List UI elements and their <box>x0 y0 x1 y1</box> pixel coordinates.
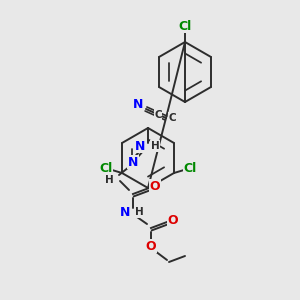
Text: H: H <box>105 175 113 185</box>
Text: O: O <box>168 214 178 226</box>
Text: Cl: Cl <box>99 163 112 176</box>
Text: N: N <box>135 140 145 152</box>
Text: Cl: Cl <box>178 20 192 32</box>
Text: O: O <box>150 179 160 193</box>
Text: Cl: Cl <box>183 163 196 176</box>
Text: H: H <box>151 141 159 151</box>
Text: C: C <box>154 110 162 120</box>
Text: N: N <box>120 206 130 218</box>
Text: H: H <box>135 207 143 217</box>
Text: N: N <box>128 155 138 169</box>
Text: C: C <box>168 113 176 123</box>
Text: O: O <box>146 239 156 253</box>
Text: N: N <box>133 98 143 110</box>
